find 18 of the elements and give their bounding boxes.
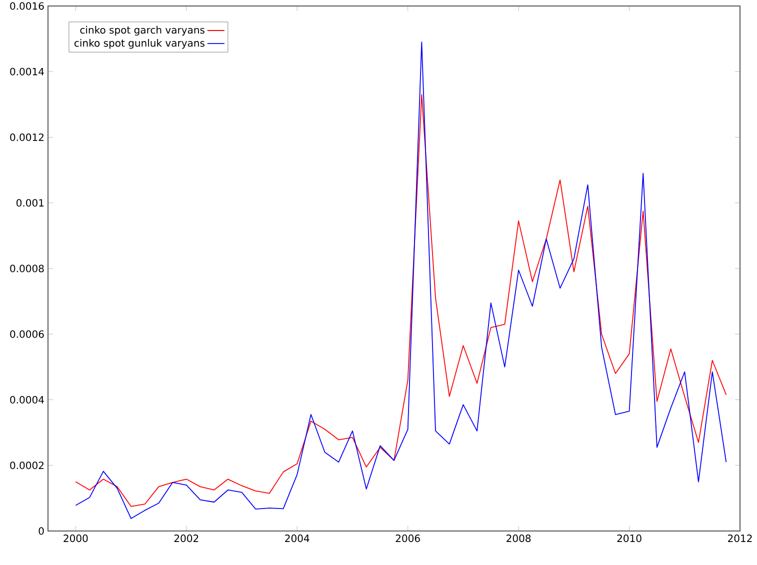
y-tick-label: 0.0006 — [10, 330, 44, 338]
legend-label: cinko spot gunluk varyans — [74, 39, 204, 49]
y-tick-label: 0.0002 — [10, 462, 44, 470]
x-tick-label: 2010 — [617, 534, 642, 542]
y-tick-label: 0.001 — [16, 199, 44, 207]
x-tick-label: 2008 — [506, 534, 531, 542]
y-tick-label: 0.0008 — [10, 264, 44, 272]
x-tick-label: 2000 — [64, 534, 88, 542]
y-tick-label: 0.0012 — [10, 133, 44, 142]
x-tick-label: 2004 — [285, 534, 310, 542]
y-tick-label: 0.0014 — [10, 68, 44, 76]
x-tick-label: 2002 — [174, 534, 198, 542]
y-tick-label: 0 — [38, 527, 44, 535]
x-tick-label: 2006 — [396, 534, 420, 542]
y-tick-label: 0.0004 — [10, 396, 44, 404]
y-tick-label: 0.0016 — [10, 2, 44, 10]
legend-label: cinko spot garch varyans — [80, 26, 204, 36]
x-tick-label: 2012 — [728, 534, 752, 542]
